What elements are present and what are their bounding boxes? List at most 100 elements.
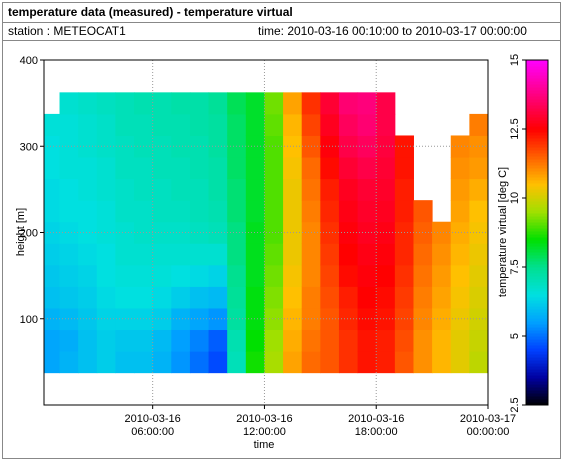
x-axis-label: time (254, 439, 275, 451)
colorbar-swatch (526, 75, 548, 79)
colorbar-swatch (526, 288, 548, 292)
heatmap-cell (152, 286, 172, 309)
heatmap-cell (115, 135, 135, 158)
heatmap-cell (245, 329, 265, 352)
colorbar-swatch (526, 336, 548, 340)
heatmap-cell (301, 200, 321, 223)
colorbar-swatch (526, 279, 548, 283)
heatmap-cell (44, 178, 61, 201)
heatmap-cell (171, 329, 191, 352)
y-tick-label: 200 (20, 228, 38, 240)
colorbar-swatch (526, 267, 548, 271)
heatmap-cell (44, 329, 61, 352)
colorbar-swatch (526, 360, 548, 364)
heatmap-cell (171, 221, 191, 244)
heatmap-cell (338, 329, 359, 352)
heatmap-cell (189, 200, 210, 223)
heatmap-cell (413, 200, 433, 223)
x-tick-label: 18:00:00 (355, 426, 398, 438)
colorbar-swatch (526, 390, 548, 394)
colorbar-swatch (526, 105, 548, 109)
heatmap-cell (394, 351, 414, 374)
colorbar-swatch (526, 126, 548, 130)
colorbar-swatch (526, 282, 548, 286)
heatmap-cell (96, 329, 116, 352)
heatmap-cell (469, 200, 488, 223)
heatmap-cell (283, 243, 303, 266)
colorbar-swatch (526, 321, 548, 325)
heatmap-cell (115, 113, 135, 136)
colorbar-swatch (526, 201, 548, 205)
heatmap-cell (357, 243, 377, 266)
colorbar-swatch (526, 195, 548, 199)
heatmap-cell (469, 307, 488, 331)
heatmap-cell (59, 243, 79, 266)
colorbar-tick-label: 5 (509, 333, 521, 339)
heatmap-cell (450, 264, 470, 287)
heatmap-cell (338, 243, 359, 266)
colorbar-swatch (526, 312, 548, 316)
heatmap-cell (376, 200, 396, 223)
heatmap-cell (320, 351, 340, 374)
heatmap-cell (227, 92, 247, 115)
heatmap-cell (96, 286, 116, 309)
heatmap-cell (413, 351, 433, 374)
heatmap-cell (227, 243, 247, 266)
heatmap-cell (59, 221, 79, 244)
heatmap-cell (44, 221, 61, 244)
heatmap-cell (338, 351, 359, 374)
heatmap-cell (189, 264, 210, 287)
heatmap-cell (227, 264, 247, 287)
heatmap-cell (245, 286, 265, 309)
heatmap-cell (376, 264, 396, 287)
colorbar-swatch (526, 234, 548, 238)
heatmap-cell (115, 286, 135, 309)
heatmap-cell (152, 329, 172, 352)
heatmap-cell (115, 351, 135, 374)
colorbar-swatch (526, 63, 548, 67)
heatmap-cell (78, 329, 98, 352)
heatmap-cell (208, 92, 228, 115)
heatmap-cell (208, 178, 228, 201)
heatmap-cell (171, 264, 191, 287)
colorbar-swatch (526, 72, 548, 76)
heatmap-cell (469, 157, 488, 180)
heatmap-cell (320, 178, 340, 201)
heatmap-cell (227, 286, 247, 309)
heatmap-cell (413, 329, 433, 352)
heatmap-cell (338, 157, 359, 180)
colorbar-swatch (526, 132, 548, 136)
heatmap-cell (152, 178, 172, 201)
heatmap-cell (469, 113, 488, 136)
heatmap-cell (171, 286, 191, 309)
heatmap-cell (376, 221, 396, 244)
colorbar-swatch (526, 291, 548, 295)
colorbar-swatch (526, 204, 548, 208)
x-tick-label: 06:00:00 (131, 426, 174, 438)
heatmap-cell (357, 221, 377, 244)
colorbar-swatch (526, 141, 548, 145)
heatmap-cell (264, 135, 284, 158)
colorbar-swatch (526, 327, 548, 331)
heatmap-cell (394, 200, 414, 223)
heatmap-cell (59, 264, 79, 287)
colorbar-swatch (526, 309, 548, 313)
x-tick-label: 12:00:00 (243, 426, 286, 438)
plot-border (43, 59, 489, 406)
heatmap-cell (189, 157, 210, 180)
colorbar-swatch (526, 171, 548, 175)
heatmap-cell (189, 113, 210, 136)
heatmap-cell (189, 351, 210, 374)
heatmap-cell (171, 113, 191, 136)
chart-title: temperature data (measured) - temperatur… (8, 5, 293, 19)
heatmap-cell (320, 92, 340, 115)
heatmap-cell (357, 286, 377, 309)
heatmap-cell (357, 178, 377, 201)
colorbar-swatch (526, 324, 548, 328)
heatmap-cell (357, 157, 377, 180)
heatmap-cell (227, 329, 247, 352)
heatmap-cell (96, 157, 116, 180)
colorbar-swatch (526, 90, 548, 94)
heatmap-cell (208, 264, 228, 287)
